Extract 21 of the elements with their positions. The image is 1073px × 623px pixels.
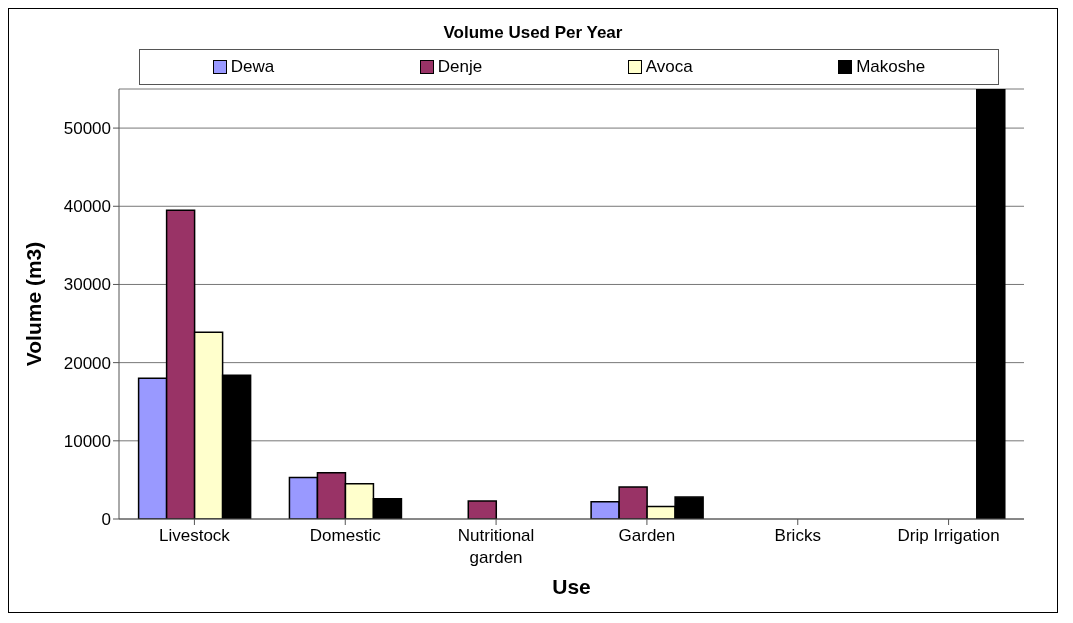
y-tick-label: 50000 bbox=[63, 119, 111, 139]
legend-label: Avoca bbox=[644, 57, 693, 77]
legend-label: Denje bbox=[436, 57, 483, 77]
x-tick-label: Livestock bbox=[158, 526, 231, 545]
x-tick-label: Garden bbox=[618, 526, 676, 545]
x-tick-label: Domestic bbox=[309, 526, 382, 545]
y-tick-label: 30000 bbox=[63, 275, 111, 295]
x-tick-label: Nutritional garden bbox=[457, 526, 535, 567]
y-axis-title: Volume (m3) bbox=[22, 241, 46, 367]
chart-title: Volume Used Per Year bbox=[442, 23, 624, 43]
legend-label: Makoshe bbox=[855, 57, 926, 77]
y-tick-label: 0 bbox=[101, 510, 111, 530]
y-tick-label: 20000 bbox=[63, 353, 111, 373]
bar bbox=[976, 89, 1006, 519]
bar bbox=[467, 500, 498, 519]
y-tick-label: 10000 bbox=[63, 431, 111, 451]
x-tick-label: Drip Irrigation bbox=[897, 526, 1000, 545]
x-axis-title: Use bbox=[552, 575, 591, 598]
y-tick-label: 40000 bbox=[63, 197, 111, 217]
legend-label: Dewa bbox=[229, 57, 275, 77]
x-tick-label: Bricks bbox=[774, 526, 821, 545]
